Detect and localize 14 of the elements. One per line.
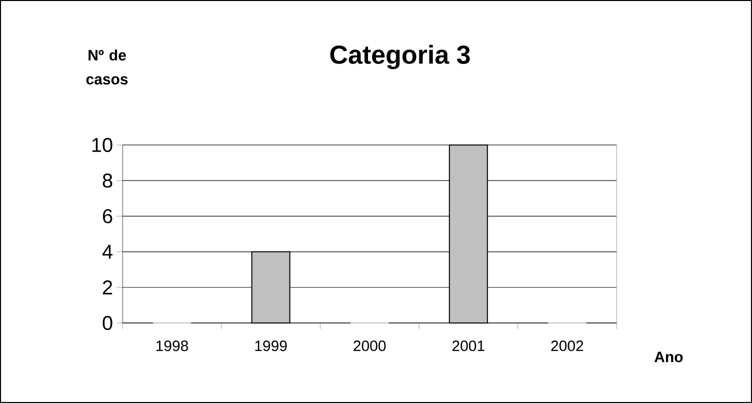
y-tick-label: 4 [102, 244, 112, 259]
y-tick-label: 8 [102, 174, 112, 188]
x-tick-label: 1998 [156, 340, 188, 352]
y-tick-label: 10 [92, 138, 112, 152]
y-tick-label: 6 [102, 209, 112, 224]
y-tick-label: 2 [102, 280, 112, 294]
x-axis-title: Ano [654, 352, 683, 362]
x-tick-label: 1999 [255, 340, 287, 352]
y-tick-label: 0 [102, 316, 112, 330]
y-axis-title: Nº de casos [86, 49, 128, 84]
x-tick-label: 2002 [551, 340, 584, 352]
x-tick-label: 2001 [452, 340, 484, 352]
chart-title: Categoria 3 [330, 44, 470, 70]
x-tick-label: 2000 [354, 340, 386, 352]
